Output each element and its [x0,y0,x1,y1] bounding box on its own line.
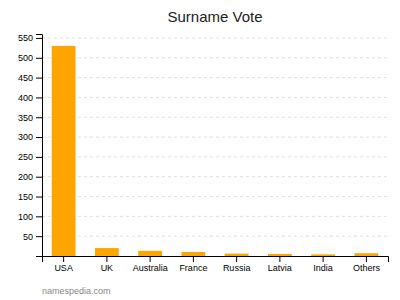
x-tick-label: Australia [133,263,168,273]
x-tick: USA [54,256,73,273]
y-tick: 50 [23,232,42,242]
y-tick-label: 350 [18,113,33,123]
y-tick-mark [36,236,42,237]
grid-line [42,156,388,157]
x-tick-label: India [313,263,333,273]
y-tick-label: 450 [18,73,33,83]
y-tick: 200 [18,172,42,182]
y-tick-label: 200 [18,172,33,182]
y-tick: 450 [18,73,42,83]
y-tick-label: 300 [18,132,33,142]
x-tick-mark [279,256,280,262]
x-tick-label: Others [353,263,381,273]
bar [225,254,249,256]
chart: 50 100 150 200 250 300 350 400 450 500 550 USA UK Aus… [0,0,400,300]
y-tick-label: 550 [18,33,33,43]
y-tick-mark [36,177,42,178]
y-tick-mark [36,157,42,158]
y-tick: 250 [18,152,42,162]
bar [268,254,292,256]
y-tick-mark [36,216,42,217]
x-axis: USA UK Australia France Russia Latvia India Oth… [43,256,389,273]
x-tick-mark [323,256,324,262]
x-tick-mark [193,256,194,262]
y-tick-mark [36,78,42,79]
y-tick-label: 500 [18,53,33,63]
grid-line [42,196,388,197]
x-axis-line [43,257,389,263]
grid [42,38,388,236]
bar [311,254,335,256]
y-tick: 350 [18,113,42,123]
y-tick: 100 [18,212,42,222]
y-tick-label: 100 [18,212,33,222]
grid-line [42,37,388,38]
bar [52,46,76,256]
grid-line [42,57,388,58]
y-tick: 400 [18,93,42,103]
bars [52,46,379,256]
x-tick: Others [353,256,381,273]
y-tick-mark [36,197,42,198]
grid-line [42,97,388,98]
y-tick-mark [36,117,42,118]
x-tick-label: Russia [223,263,251,273]
x-tick-mark [366,256,367,262]
grid-line [42,236,388,237]
grid-line [42,77,388,78]
bar [138,251,162,256]
y-tick: 150 [18,192,42,202]
x-tick-label: France [179,263,207,273]
y-tick: 550 [18,33,42,43]
x-tick-mark [106,256,107,262]
grid-line [42,137,388,138]
grid-line [42,117,388,118]
y-tick-mark [36,97,42,98]
x-tick-mark [236,256,237,262]
x-tick-label: Latvia [268,263,292,273]
y-tick-label: 150 [18,192,33,202]
y-tick-label: 50 [23,232,33,242]
y-tick-label: 400 [18,93,33,103]
y-tick-mark [36,137,42,138]
x-tick: France [179,256,207,273]
grid-line [42,176,388,177]
y-tick-mark [36,58,42,59]
x-tick-mark [150,256,151,262]
x-tick: Latvia [268,256,292,273]
y-axis: 50 100 150 200 250 300 350 400 450 500 550 [18,33,43,256]
annotation: namespedia.com [42,286,111,296]
grid-line [42,216,388,217]
bar [354,253,378,256]
x-tick: Australia [133,256,168,273]
x-tick-mark [63,256,64,262]
bar [181,252,205,256]
x-tick-label: UK [101,263,114,273]
plot: 50 100 150 200 250 300 350 400 450 500 550 USA UK Aus… [18,33,389,273]
y-tick-mark [36,38,42,39]
x-tick: Russia [223,256,251,273]
y-tick: 300 [18,132,42,142]
title: Surname Vote [167,8,262,25]
y-axis-line [36,35,43,257]
x-tick-label: USA [54,263,73,273]
bar [95,248,119,256]
x-tick: UK [101,256,114,273]
y-tick-label: 250 [18,152,33,162]
y-tick: 500 [18,53,42,63]
x-tick: India [313,256,333,273]
